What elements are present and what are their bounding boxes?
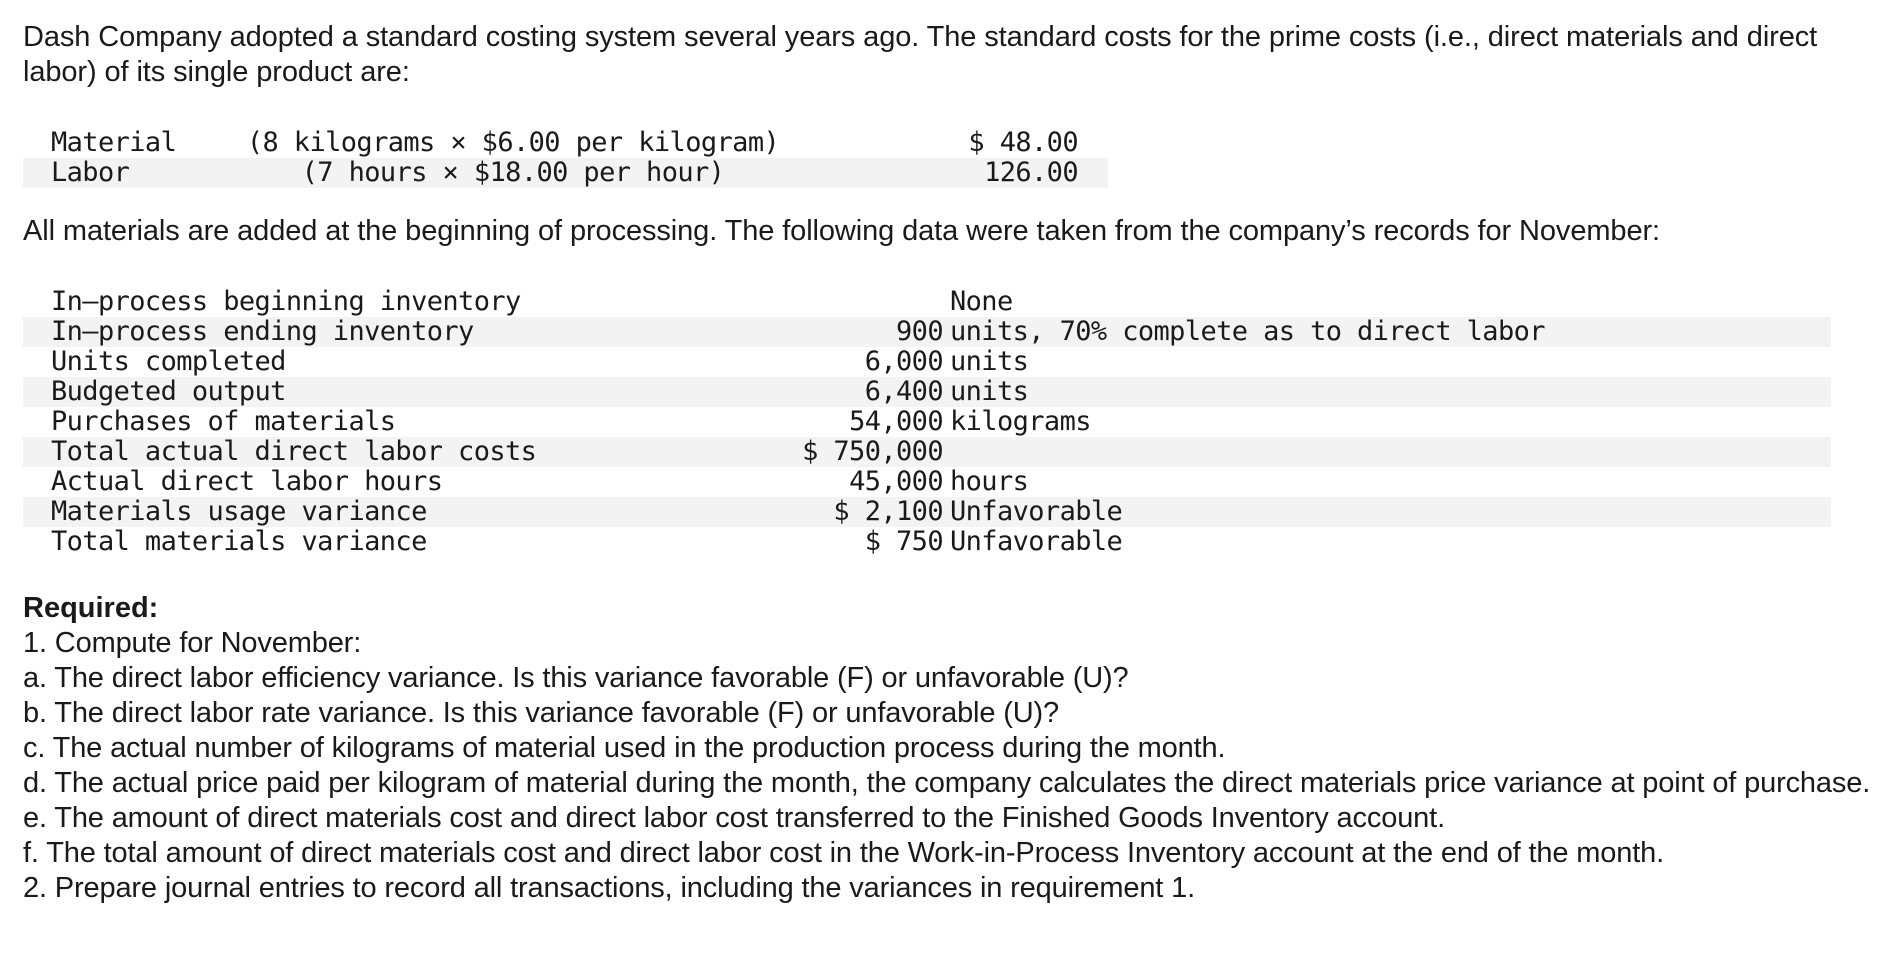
standard-cost-table: Material (8 kilograms × $6.00 per kilogr… [23,128,1108,188]
data-item-name: In–process beginning inventory [51,286,521,317]
table-row: Labor (7 hours × $18.00 per hour) 126.00 [23,158,1108,188]
table-row: Actual direct labor hours 45,000 hours [23,467,1831,497]
data-item-value: 45,000 [849,466,944,497]
data-item-name: Budgeted output [51,376,286,407]
table-row: Units completed 6,000 units [23,347,1831,377]
data-item-unit: units [950,376,1029,407]
data-item-unit: None [950,286,1013,317]
data-item-value: 6,000 [864,346,944,377]
required-section: Required: 1. Compute for November: a. Th… [23,591,1893,906]
cost-item-amount: 126.00 [984,157,1079,188]
table-row: Total materials variance $ 750 Unfavorab… [23,527,1831,557]
required-line: d. The actual price paid per kilogram of… [23,767,1871,799]
cost-item-amount: $ 48.00 [968,127,1078,158]
data-item-unit: units [950,346,1029,377]
data-item-name: Actual direct labor hours [51,466,443,497]
data-item-name: In–process ending inventory [51,316,474,347]
required-line: c. The actual number of kilograms of mat… [23,732,1226,764]
november-data-table: In–process beginning inventory None In–p… [23,287,1831,557]
problem-document: Dash Company adopted a standard costing … [23,16,1893,906]
data-item-unit: Unfavorable [950,496,1123,527]
intro-paragraph: Dash Company adopted a standard costing … [23,21,1818,88]
cost-item-name: Labor [51,157,130,188]
data-item-name: Units completed [51,346,286,377]
data-item-unit: kilograms [950,406,1092,437]
data-item-name: Total materials variance [51,526,427,557]
table-row: Purchases of materials 54,000 kilograms [23,407,1831,437]
required-heading: Required: [23,592,159,624]
required-line: 2. Prepare journal entries to record all… [23,872,1196,904]
data-item-unit: Unfavorable [950,526,1123,557]
data-item-value: 54,000 [849,406,944,437]
data-item-value: $ 750,000 [802,436,944,467]
required-line: b. The direct labor rate variance. Is th… [23,697,1060,729]
data-intro-paragraph: All materials are added at the beginning… [23,215,1660,247]
data-item-name: Purchases of materials [51,406,396,437]
data-item-name: Materials usage variance [51,496,427,527]
cost-item-name: Material [51,127,177,158]
table-row: Materials usage variance $ 2,100 Unfavor… [23,497,1831,527]
data-item-unit: units, 70% complete as to direct labor [950,316,1546,347]
data-item-value: $ 750 [864,526,944,557]
table-row: Budgeted output 6,400 units [23,377,1831,407]
required-line: 1. Compute for November: [23,627,362,659]
table-row: Total actual direct labor costs $ 750,00… [23,437,1831,467]
table-row: In–process ending inventory 900 units, 7… [23,317,1831,347]
required-line: a. The direct labor efficiency variance.… [23,662,1129,694]
data-item-unit: hours [950,466,1029,497]
table-row: In–process beginning inventory None [23,287,1831,317]
required-line: e. The amount of direct materials cost a… [23,802,1445,834]
data-item-value: 900 [896,316,944,347]
cost-item-calculation: (7 hours × $18.00 per hour) [301,157,725,188]
required-line: f. The total amount of direct materials … [23,837,1665,869]
data-item-value: $ 2,100 [833,496,943,527]
table-row: Material (8 kilograms × $6.00 per kilogr… [23,128,1108,158]
data-item-name: Total actual direct labor costs [51,436,537,467]
cost-item-calculation: (8 kilograms × $6.00 per kilogram) [246,127,780,158]
data-item-value: 6,400 [864,376,944,407]
